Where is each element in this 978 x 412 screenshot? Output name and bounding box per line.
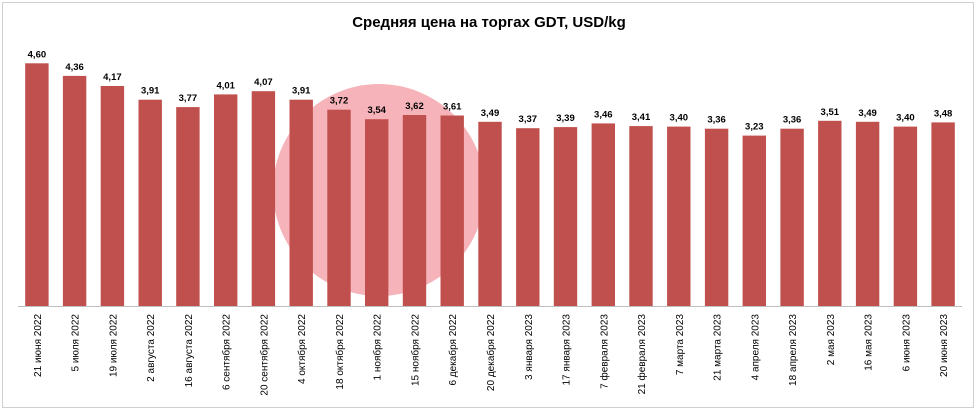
bar [516,128,540,306]
bar [365,119,389,306]
data-label: 3,49 [481,108,500,119]
x-tick-label: 6 декабря 2022 [447,314,459,386]
bar [591,123,615,307]
bar [893,126,918,306]
data-label: 3,40 [896,113,915,124]
data-label: 3,62 [405,101,424,112]
data-label: 3,46 [594,109,613,120]
x-tick-label: 5 июля 2022 [71,314,82,372]
x-tick-label: 18 октября 2022 [334,314,346,390]
data-label: 3,40 [670,113,689,124]
data-label: 4,01 [216,80,235,91]
data-label: 3,41 [632,112,651,123]
bar [742,135,766,306]
x-tick-label: 17 января 2023 [562,314,573,386]
bar [402,115,427,306]
x-tick-label: 18 апреля 2023 [788,314,799,386]
x-tick-label: 6 сентября 2022 [221,314,233,390]
data-label: 4,60 [28,49,47,60]
data-label: 3,51 [821,107,840,118]
x-tick-label: 7 марта 2023 [675,314,686,376]
bar [62,75,87,307]
data-label: 3,23 [745,122,764,133]
data-label: 3,39 [556,113,575,124]
bar [100,86,125,306]
x-tick-label: 15 ноября 2022 [410,314,422,386]
bar [138,99,162,306]
bar [931,122,955,307]
data-label: 3,36 [783,115,802,126]
x-tick-label: 21 февраля 2023 [636,314,648,395]
bar [855,121,880,306]
bar [289,99,313,306]
data-label: 3,72 [330,96,349,107]
bar [629,126,653,306]
data-label: 3,48 [934,108,953,119]
bar [25,63,49,306]
x-tick-label: 21 июня 2022 [33,314,44,377]
data-label: 3,49 [858,108,877,119]
x-tick-label: 3 января 2023 [524,314,535,380]
x-tick-label: 20 июня 2023 [939,314,950,377]
x-tick-label: 4 октября 2022 [296,314,308,384]
bar [704,128,729,306]
bars-group [25,63,955,307]
x-tick-label: 20 декабря 2022 [485,314,497,392]
x-tick-labels-group: 21 июня 2022 5 июля 2022 19 июля 2022 2 авг… [33,314,950,396]
x-tick-label: 1 ноября 2022 [372,314,384,381]
chart-title: Средняя цена на торгах GDT, USD/kg [352,14,626,31]
x-tick-label: 19 июля 2022 [108,314,119,377]
bar [440,115,464,306]
bar [667,126,691,306]
bar [818,120,842,306]
data-label: 4,07 [254,77,273,88]
x-tick-label: 4 апреля 2023 [750,314,761,381]
bar [251,91,276,306]
data-label: 3,77 [179,93,198,104]
x-tick-label: 20 сентября 2022 [258,314,270,396]
x-tick-label: 21 марта 2023 [713,314,724,381]
bar [327,109,351,306]
bar [478,121,502,306]
data-label: 4,36 [65,62,84,73]
data-label: 3,61 [443,102,462,113]
bar [780,128,804,306]
x-tick-label: 16 мая 2023 [864,314,875,371]
data-label: 4,17 [103,72,122,83]
bar [553,127,578,306]
bar [214,94,238,307]
value-labels-group: 4,60 4,36 4,17 3,91 3,77 4,01 4,07 3,91 3,72 3,54… [28,49,953,132]
data-label: 3,91 [141,86,160,97]
x-tick-label: 16 августа 2022 [184,314,195,388]
x-tick-label: 6 июня 2023 [901,314,912,372]
data-label: 3,37 [519,114,538,125]
data-label: 3,36 [707,115,726,126]
x-tick-label: 2 мая 2023 [826,314,837,366]
x-tick-label: 7 февраля 2023 [598,314,610,389]
data-label: 3,54 [367,105,386,116]
bar [176,107,200,306]
x-tick-label: 2 августа 2022 [146,314,157,382]
data-label: 3,91 [292,86,311,97]
